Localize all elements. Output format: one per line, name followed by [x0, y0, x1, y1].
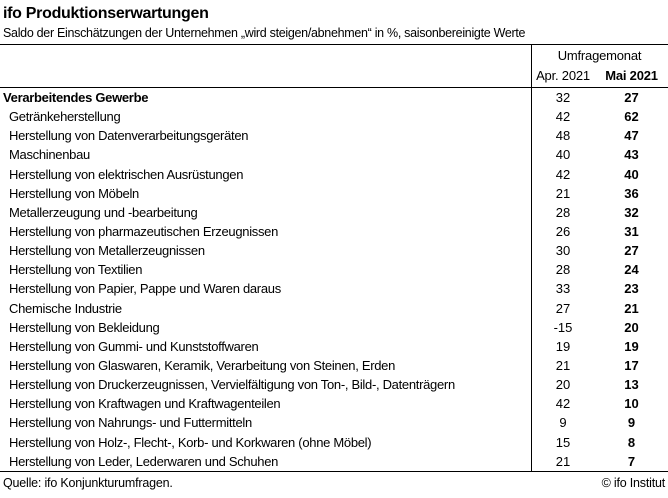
- row-value-apr-2021: 42: [555, 166, 571, 182]
- row-value-mai-2021: 27: [624, 90, 639, 106]
- page-title: ifo Produktionserwartungen: [3, 5, 209, 22]
- column-divider-line: [531, 44, 532, 471]
- header-spacer: [0, 45, 531, 87]
- table-row: Herstellung von Textilien 28 24: [0, 260, 668, 279]
- row-value-apr-2021: 42: [555, 109, 571, 125]
- row-value-mai-2021: 10: [624, 396, 639, 412]
- row-value-apr-2021: 19: [555, 338, 571, 354]
- row-value-apr-2021: 33: [555, 281, 571, 297]
- row-value-apr-2021: 48: [555, 128, 571, 144]
- table-row: Herstellung von pharmazeutischen Erzeugn…: [0, 222, 668, 241]
- row-value-mai-2021: 47: [624, 128, 639, 144]
- row-value-mai-2021: 9: [627, 415, 636, 431]
- row-value-apr-2021: 9: [559, 415, 567, 431]
- row-value-mai-2021: 62: [624, 109, 639, 125]
- row-label: Herstellung von Bekleidung: [9, 319, 160, 335]
- row-label: Herstellung von Papier, Pappe und Waren …: [9, 281, 281, 297]
- table-row: Herstellung von Metallerzeugnissen 30 27: [0, 241, 668, 260]
- row-label: Verarbeitendes Gewerbe: [3, 90, 149, 106]
- table-footer: Quelle: ifo Konjunkturumfragen. © ifo In…: [0, 472, 668, 490]
- copyright-note: © ifo Institut: [601, 476, 666, 490]
- row-value-mai-2021: 36: [624, 185, 639, 201]
- table-row: Chemische Industrie 27 21: [0, 299, 668, 318]
- row-label: Herstellung von Datenverarbeitungsgeräte…: [9, 128, 249, 144]
- row-label: Herstellung von Holz-, Flecht-, Korb- un…: [9, 434, 372, 450]
- row-value-apr-2021: -15: [553, 319, 573, 335]
- table-row: Herstellung von Datenverarbeitungsgeräte…: [0, 126, 668, 145]
- row-value-mai-2021: 20: [624, 319, 639, 335]
- table-row: Herstellung von Holz-, Flecht-, Korb- un…: [0, 433, 668, 452]
- value-columns-header: Umfragemonat Apr. 2021 Mai 2021: [531, 45, 668, 87]
- row-value-apr-2021: 27: [555, 300, 571, 316]
- row-value-mai-2021: 8: [627, 434, 636, 450]
- row-value-apr-2021: 21: [555, 185, 571, 201]
- row-value-mai-2021: 27: [624, 243, 639, 259]
- row-label: Metallerzeugung und -bearbeitung: [9, 204, 198, 220]
- table-row: Maschinenbau 40 43: [0, 145, 668, 164]
- page-subtitle: Saldo der Einschätzungen der Unternehmen…: [3, 26, 526, 40]
- row-label: Herstellung von Textilien: [9, 262, 143, 278]
- row-value-apr-2021: 40: [555, 147, 571, 163]
- row-label: Herstellung von pharmazeutischen Erzeugn…: [9, 224, 279, 240]
- row-label: Getränkeherstellung: [9, 109, 121, 125]
- row-label: Herstellung von Gummi- und Kunststoffwar…: [9, 338, 259, 354]
- row-label: Herstellung von Metallerzeugnissen: [9, 243, 205, 259]
- row-value-mai-2021: 31: [624, 224, 639, 240]
- divider-header: [0, 87, 668, 88]
- table-row: Herstellung von Möbeln 21 36: [0, 184, 668, 203]
- row-value-apr-2021: 42: [555, 396, 571, 412]
- row-value-apr-2021: 20: [555, 377, 571, 393]
- table-row: Herstellung von Druckerzeugnissen, Vervi…: [0, 375, 668, 394]
- table-row: Metallerzeugung und -bearbeitung 28 32: [0, 203, 668, 222]
- column-header-apr-2021: Apr. 2021: [536, 68, 590, 83]
- row-value-apr-2021: 21: [555, 453, 571, 469]
- table-row: Herstellung von Kraftwagen und Kraftwage…: [0, 394, 668, 413]
- column-headers: Apr. 2021 Mai 2021: [531, 66, 668, 87]
- row-value-mai-2021: 21: [624, 300, 639, 316]
- divider-bottom: [0, 471, 668, 472]
- column-group-label: Umfragemonat: [557, 48, 642, 63]
- table-row: Herstellung von Papier, Pappe und Waren …: [0, 279, 668, 298]
- row-label: Herstellung von Druckerzeugnissen, Vervi…: [9, 377, 455, 393]
- row-value-apr-2021: 30: [555, 243, 571, 259]
- row-label: Herstellung von Nahrungs- und Futtermitt…: [9, 415, 252, 431]
- row-value-mai-2021: 13: [624, 377, 639, 393]
- row-label: Herstellung von elektrischen Ausrüstunge…: [9, 166, 244, 182]
- row-label: Chemische Industrie: [9, 300, 122, 316]
- row-value-apr-2021: 15: [555, 434, 571, 450]
- table-row: Herstellung von elektrischen Ausrüstunge…: [0, 165, 668, 184]
- row-value-mai-2021: 32: [624, 204, 639, 220]
- table-row: Herstellung von Leder, Lederwaren und Sc…: [0, 452, 668, 471]
- table-row: Herstellung von Gummi- und Kunststoffwar…: [0, 337, 668, 356]
- column-header-mai-2021: Mai 2021: [605, 68, 658, 83]
- row-value-mai-2021: 23: [624, 281, 639, 297]
- row-label: Maschinenbau: [9, 147, 90, 163]
- table-body: Verarbeitendes Gewerbe 32 27 Getränkeher…: [0, 88, 668, 471]
- divider-top: [0, 44, 668, 45]
- row-value-apr-2021: 32: [555, 90, 571, 106]
- row-value-mai-2021: 43: [624, 147, 639, 163]
- row-value-mai-2021: 19: [624, 338, 639, 354]
- row-value-mai-2021: 17: [624, 358, 639, 374]
- row-label: Herstellung von Glaswaren, Keramik, Vera…: [9, 358, 396, 374]
- source-note: Quelle: ifo Konjunkturumfragen.: [3, 476, 173, 490]
- row-label: Herstellung von Möbeln: [9, 185, 139, 201]
- row-value-apr-2021: 26: [555, 224, 571, 240]
- row-value-mai-2021: 40: [624, 166, 639, 182]
- row-value-apr-2021: 28: [555, 204, 571, 220]
- row-value-mai-2021: 7: [627, 453, 636, 469]
- row-value-apr-2021: 28: [555, 262, 571, 278]
- table-row: Herstellung von Nahrungs- und Futtermitt…: [0, 413, 668, 432]
- row-value-mai-2021: 24: [624, 262, 639, 278]
- table-row: Herstellung von Bekleidung -15 20: [0, 318, 668, 337]
- row-label: Herstellung von Kraftwagen und Kraftwage…: [9, 396, 281, 412]
- row-label: Herstellung von Leder, Lederwaren und Sc…: [9, 453, 279, 469]
- table-row: Verarbeitendes Gewerbe 32 27: [0, 88, 668, 107]
- row-value-apr-2021: 21: [555, 358, 571, 374]
- table-row: Getränkeherstellung 42 62: [0, 107, 668, 126]
- table-row: Herstellung von Glaswaren, Keramik, Vera…: [0, 356, 668, 375]
- table-header: Umfragemonat Apr. 2021 Mai 2021: [0, 45, 668, 87]
